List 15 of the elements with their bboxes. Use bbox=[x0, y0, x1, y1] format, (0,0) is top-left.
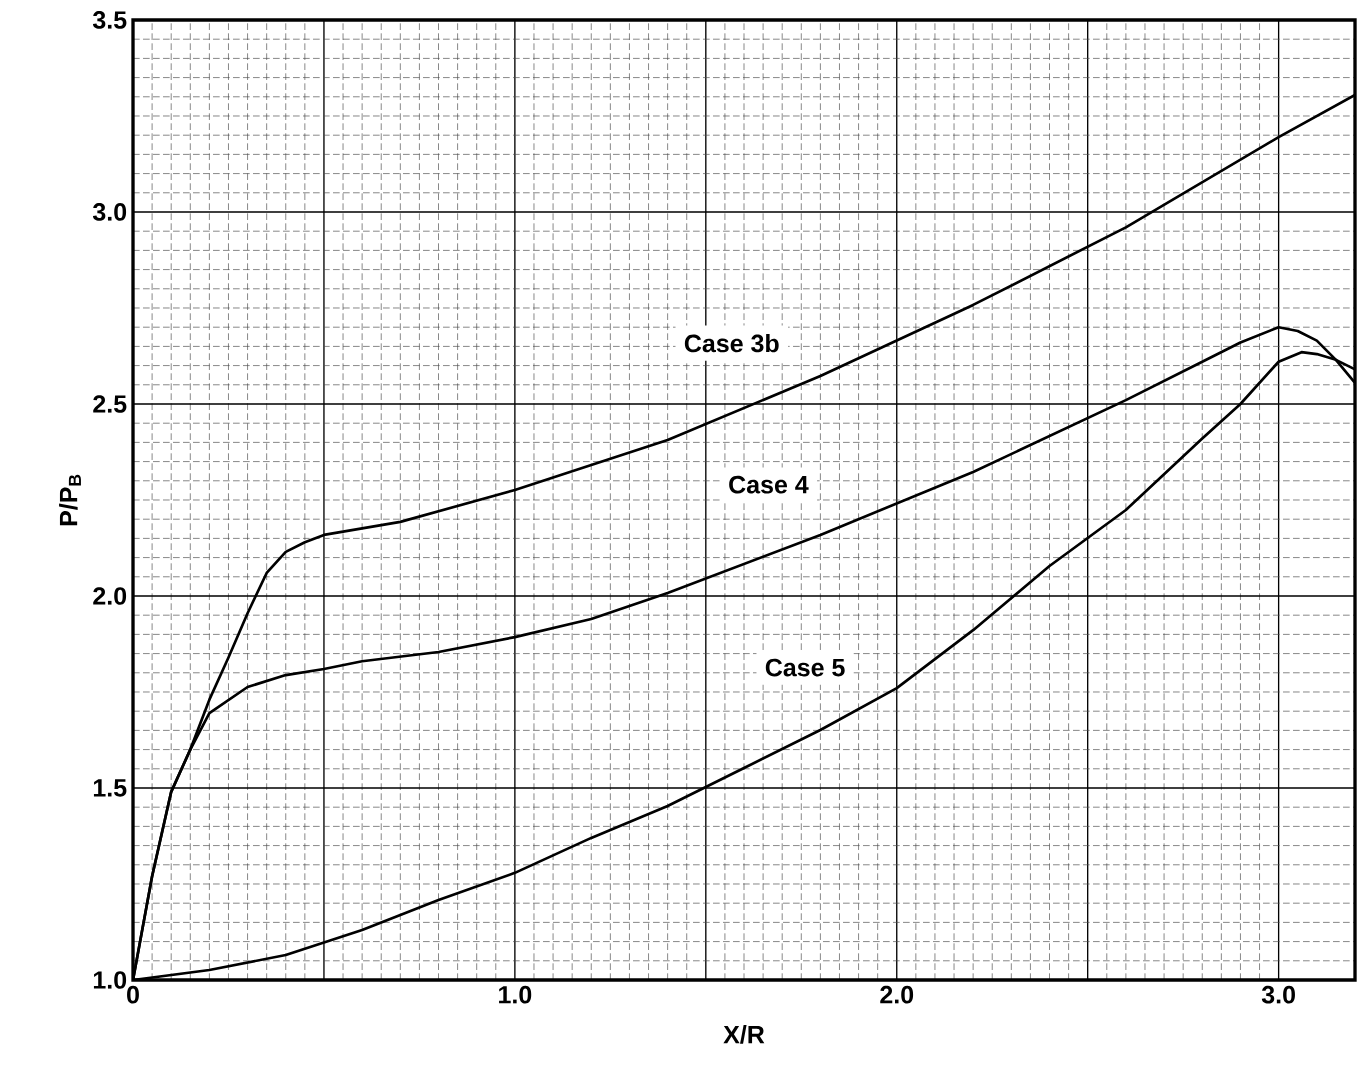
y-axis-title: P/P$_{B}$ bbox=[59, 474, 81, 526]
y-tick-label: 3.5 bbox=[92, 11, 127, 29]
series-label: Case 3b bbox=[684, 333, 779, 353]
y-tick-label: 2.0 bbox=[93, 587, 127, 605]
x-tick-label: 0 bbox=[127, 985, 139, 1004]
y-tick-label: 2.5 bbox=[93, 395, 127, 413]
series-label: Case 5 bbox=[765, 658, 845, 677]
x-tick-label: 1.0 bbox=[499, 985, 532, 1004]
y-tick-label: 1.0 bbox=[93, 971, 127, 989]
x-tick-label: 2.0 bbox=[880, 985, 914, 1004]
x-tick-label: 3.0 bbox=[1261, 985, 1295, 1004]
y-tick-label: 1.5 bbox=[93, 779, 127, 797]
x-axis-title: X/R bbox=[723, 1025, 765, 1044]
y-tick-label: 3.0 bbox=[92, 203, 127, 221]
series-label: Case 4 bbox=[729, 475, 809, 494]
